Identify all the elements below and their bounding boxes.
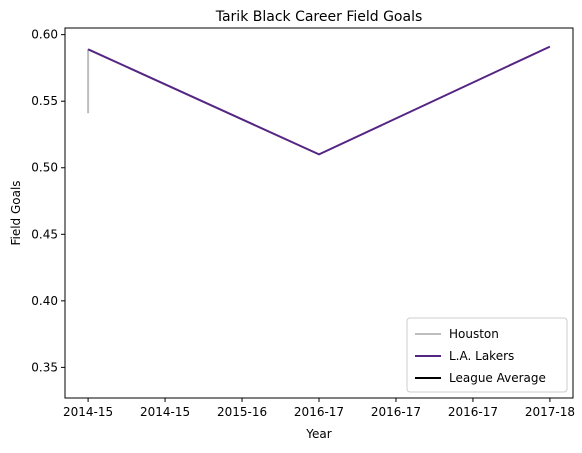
y-tick-label: 0.55 xyxy=(31,94,58,108)
series-layer xyxy=(87,45,551,156)
y-tick-label: 0.50 xyxy=(31,161,58,175)
x-tick-label: 2017-18 xyxy=(525,405,575,419)
y-axis: 0.35 0.40 0.45 0.50 0.55 0.60 xyxy=(31,28,65,374)
y-axis-title: Field Goals xyxy=(9,180,23,245)
x-axis-title: Year xyxy=(305,427,331,441)
x-tick-label: 2014-15 xyxy=(63,405,113,419)
y-tick-label: 0.35 xyxy=(31,360,58,374)
legend: Houston L.A. Lakers League Average xyxy=(406,317,568,393)
x-axis: 2014-15 2014-15 2015-16 2016-17 2016-17 2016-… xyxy=(63,398,575,419)
y-tick-label: 0.40 xyxy=(31,294,58,308)
legend-box xyxy=(406,317,568,393)
x-tick-label: 2016-17 xyxy=(294,405,344,419)
legend-label: Houston xyxy=(449,327,499,341)
y-tick-label: 0.60 xyxy=(31,28,58,42)
x-tick-label: 2016-17 xyxy=(371,405,421,419)
chart-title: Tarik Black Career Field Goals xyxy=(215,9,423,25)
legend-label: L.A. Lakers xyxy=(449,349,514,363)
y-tick-label: 0.45 xyxy=(31,227,58,241)
legend-label: League Average xyxy=(449,371,546,385)
x-tick-label: 2014-15 xyxy=(140,405,190,419)
series-line-1 xyxy=(87,45,551,156)
x-tick-label: 2016-17 xyxy=(448,405,498,419)
x-tick-label: 2015-16 xyxy=(217,405,267,419)
